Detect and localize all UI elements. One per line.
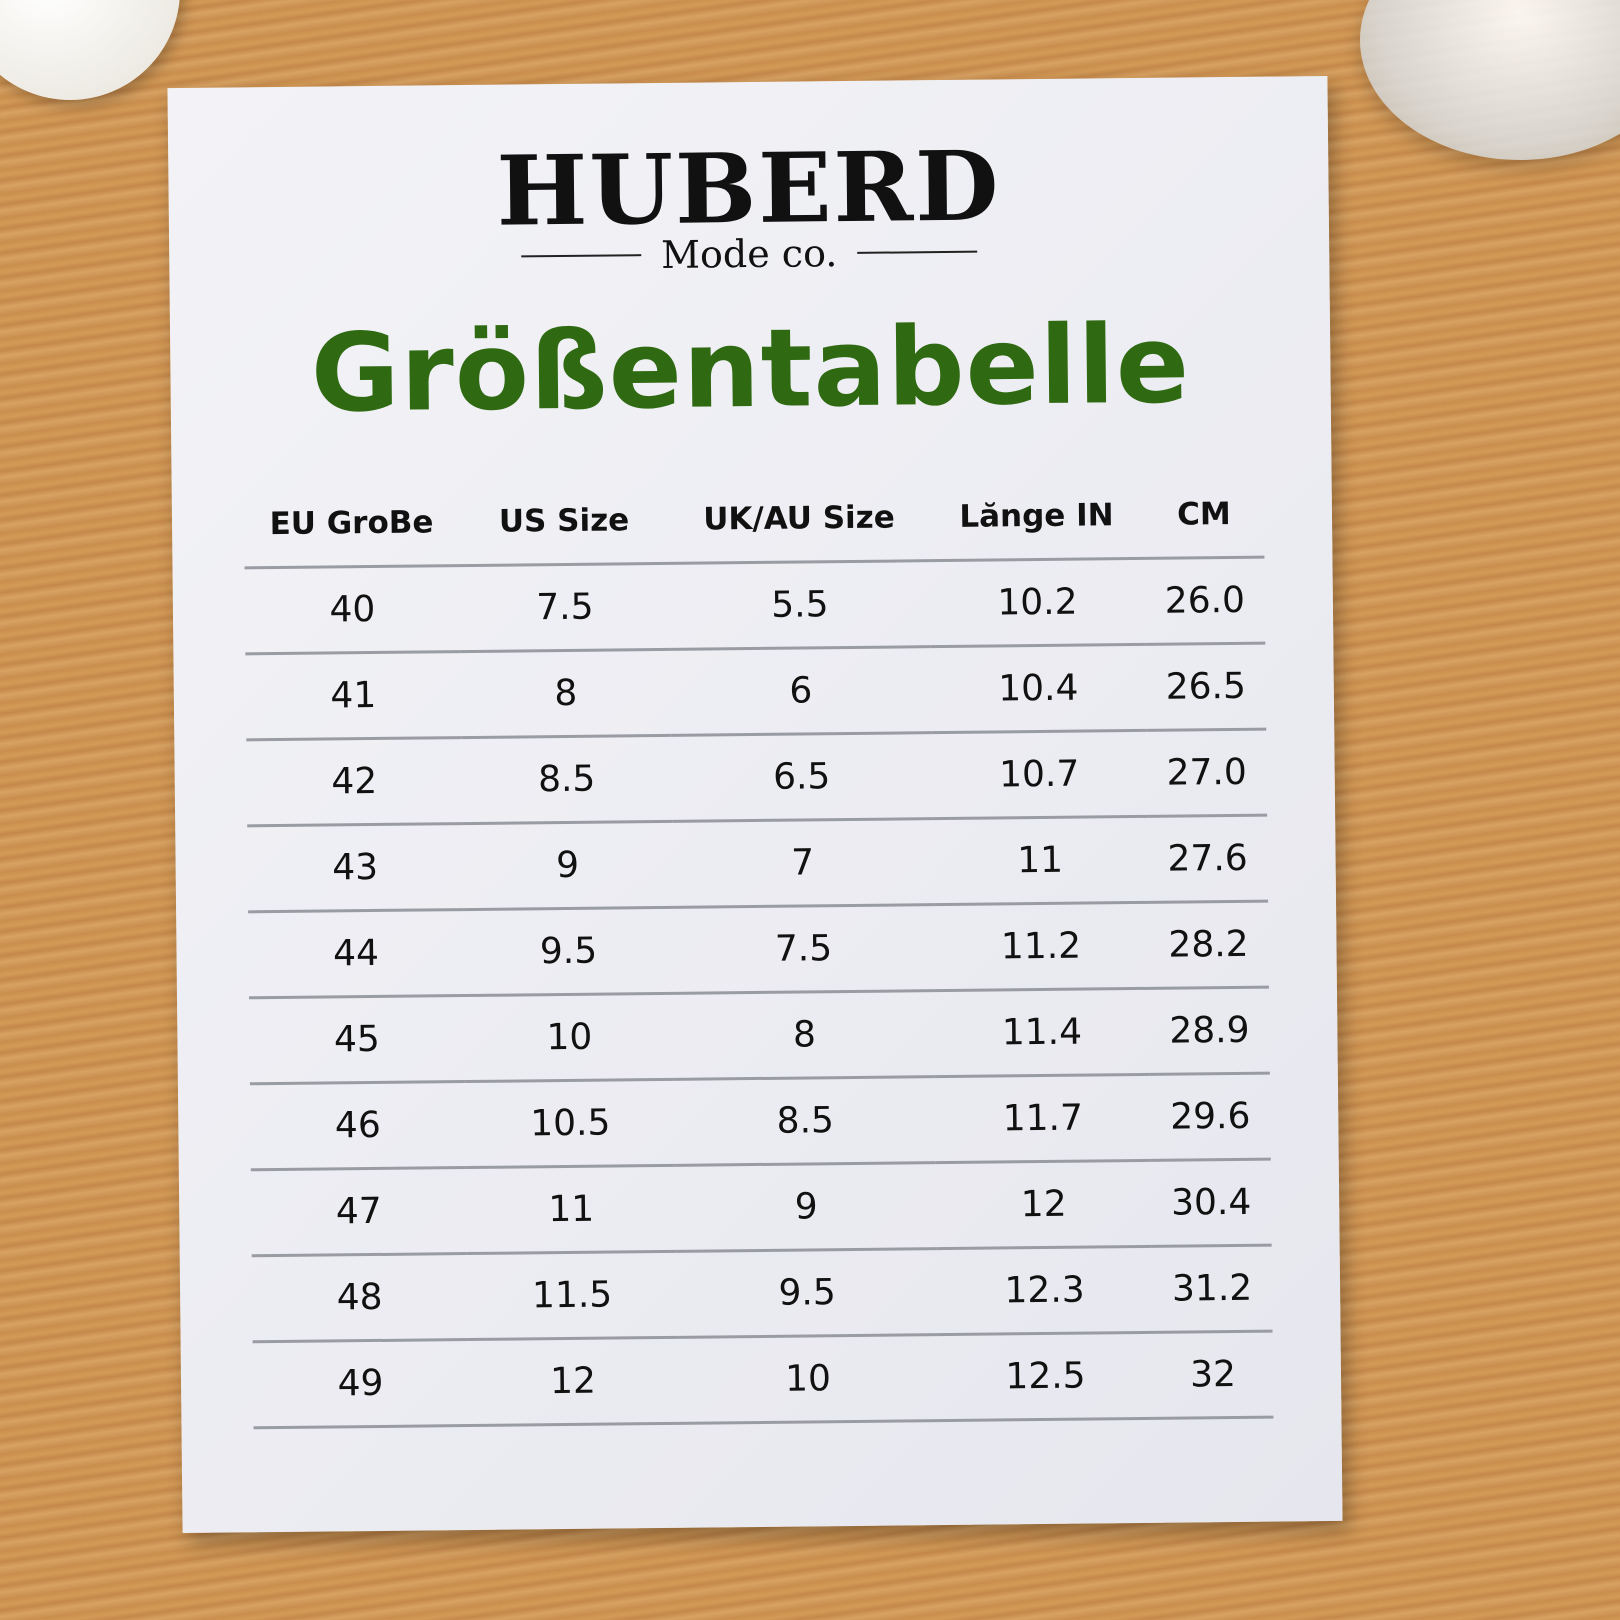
table-cell: 40 <box>244 565 461 654</box>
water-glass <box>1360 0 1620 160</box>
table-cell: 12.3 <box>936 1246 1153 1335</box>
table-cell: 12.5 <box>937 1332 1154 1421</box>
table-cell: 11 <box>932 816 1149 905</box>
table-cell: 8.5 <box>461 735 673 824</box>
table-cell: 9 <box>462 821 674 910</box>
table-cell: 9.5 <box>463 907 674 996</box>
table-row: 43 9 7 11 27.6 <box>247 815 1269 912</box>
table-cell: 10.2 <box>929 558 1146 647</box>
table-cell: 11.5 <box>466 1251 678 1340</box>
table-cell: 11.7 <box>934 1074 1151 1163</box>
table-cell: 7.5 <box>459 563 671 652</box>
table-row: 49 12 10 12.5 32 <box>252 1331 1274 1428</box>
table-cell: 10 <box>677 1334 939 1424</box>
divider <box>521 254 642 258</box>
table-cell: 28.9 <box>1148 987 1270 1075</box>
table-cell: 9 <box>675 1162 937 1252</box>
size-chart-sheet: HUBERD Mode co. Größentabelle EU GroBe US… <box>167 75 1343 1534</box>
table-cell: 11.4 <box>933 988 1150 1077</box>
table-cell: 44 <box>248 909 464 998</box>
table-cell: 32 <box>1152 1331 1274 1419</box>
table-cell: 11 <box>465 1165 677 1254</box>
table-row: 45 10 8 11.4 28.9 <box>248 987 1270 1084</box>
table-cell: 7.5 <box>673 904 934 994</box>
table-row: 47 11 9 12 30.4 <box>250 1159 1272 1256</box>
table-cell: 8.5 <box>674 1076 936 1166</box>
column-header: UK/AU Size <box>668 475 930 564</box>
column-header: Lănge IN <box>928 472 1145 561</box>
table-cell: 11.2 <box>933 902 1149 991</box>
table-cell: 47 <box>250 1167 467 1256</box>
table-cell: 30.4 <box>1150 1159 1272 1247</box>
table-cell: 10 <box>463 993 675 1082</box>
column-header: US Size <box>458 477 670 566</box>
table-cell: 7 <box>672 818 934 908</box>
table-cell: 12 <box>935 1160 1152 1249</box>
table-cell: 8 <box>460 649 672 738</box>
table-cell: 43 <box>247 823 464 912</box>
plant-pot <box>0 0 180 100</box>
size-table: EU GroBe US Size UK/AU Size Lănge IN CM 40 7.… <box>243 471 1274 1430</box>
table-cell: 48 <box>251 1253 468 1342</box>
table-cell: 8 <box>673 990 935 1080</box>
table-cell: 41 <box>245 651 462 740</box>
table-cell: 45 <box>248 995 465 1084</box>
table-row: 48 11.5 9.5 12.3 31.2 <box>251 1245 1273 1342</box>
table-row: 42 8.5 6.5 10.7 27.0 <box>246 729 1268 826</box>
table-cell: 42 <box>246 737 463 826</box>
table-cell: 12 <box>467 1337 679 1426</box>
table-cell: 29.6 <box>1149 1073 1271 1161</box>
column-header: CM <box>1143 471 1265 559</box>
page-title: Größentabelle <box>310 302 1191 437</box>
table-cell: 26.0 <box>1144 557 1266 645</box>
divider <box>857 250 978 254</box>
table-cell: 10.5 <box>464 1079 676 1168</box>
table-cell: 26.5 <box>1145 643 1267 731</box>
table-row: 40 7.5 5.5 10.2 26.0 <box>244 557 1266 654</box>
table-row: 44 9.5 7.5 11.2 28.2 <box>248 901 1269 998</box>
table-cell: 31.2 <box>1151 1245 1273 1333</box>
table-cell: 6 <box>670 646 932 736</box>
table-cell: 49 <box>252 1339 469 1428</box>
table-cell: 10.4 <box>930 644 1147 733</box>
table-header-row: EU GroBe US Size UK/AU Size Lănge IN CM <box>243 471 1265 568</box>
table-cell: 27.6 <box>1147 815 1269 903</box>
table-cell: 46 <box>249 1081 466 1170</box>
table-cell: 28.2 <box>1148 901 1269 989</box>
table-row: 46 10.5 8.5 11.7 29.6 <box>249 1073 1271 1170</box>
table-row: 41 8 6 10.4 26.5 <box>245 643 1267 740</box>
column-header: EU GroBe <box>243 480 460 568</box>
brand-subtitle-text: Mode co. <box>660 231 838 277</box>
table-cell: 10.7 <box>931 730 1148 819</box>
table-cell: 27.0 <box>1146 729 1268 817</box>
table-cell: 6.5 <box>671 732 933 822</box>
table-cell: 9.5 <box>676 1248 938 1338</box>
table-cell: 5.5 <box>669 560 931 650</box>
